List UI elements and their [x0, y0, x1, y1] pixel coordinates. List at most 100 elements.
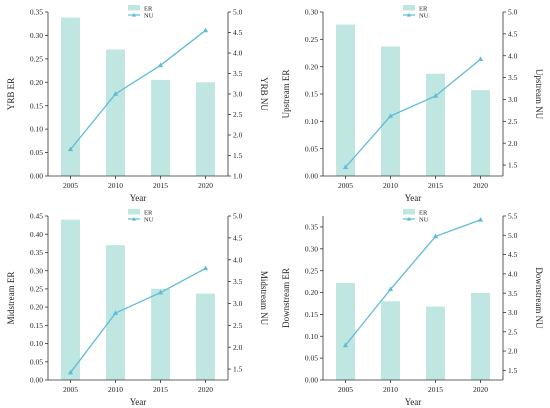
legend-er-label: ER: [419, 210, 428, 217]
left-tick-label: 0.30: [30, 31, 43, 40]
nu-point: [202, 27, 209, 33]
nu-point: [432, 233, 439, 239]
x-tick-label: 2010: [383, 385, 398, 394]
left-axis-title: Upstream ER: [281, 70, 291, 119]
left-tick-label: 0.00: [305, 172, 318, 181]
left-tick-label: 0.05: [305, 354, 318, 363]
left-tick-label: 0.35: [30, 248, 43, 257]
x-tick-label: 2010: [108, 181, 123, 190]
legend-er-label: ER: [419, 6, 428, 13]
right-axis-title: YRB NU: [259, 77, 269, 111]
er-bar: [381, 46, 400, 176]
x-tick-label: 2015: [428, 385, 443, 394]
right-tick-label: 4.0: [233, 49, 243, 58]
er-bar: [151, 79, 170, 176]
right-tick-label: 2.0: [233, 343, 243, 352]
right-tick-label: 2.5: [508, 327, 518, 336]
legend-nu-label: NU: [144, 13, 154, 20]
left-tick-label: 0.30: [305, 8, 318, 17]
left-tick-label: 0.00: [305, 376, 318, 385]
chart-upstream: 0.00 0.05 0.10 0.15 0.20 0.25 0.30 1.5 2.0 2.5 3.0…: [281, 5, 544, 203]
nu-point: [387, 113, 394, 118]
nu-point: [157, 289, 164, 295]
chart-yrb: 0.00 0.05 0.10 0.15 0.20 0.25 0.30 0.35 1.0 1.5 2.…: [6, 5, 269, 203]
right-tick-label: 3.5: [233, 277, 243, 286]
x-axis-title: Year: [405, 397, 422, 407]
x-tick-label: 2005: [338, 385, 353, 394]
x-tick-label: 2005: [63, 181, 78, 190]
er-bar: [381, 301, 400, 380]
left-tick-label: 0.20: [305, 62, 318, 71]
nu-line: [344, 219, 481, 346]
right-tick-label: 2.5: [508, 117, 518, 126]
x-axis-title: Year: [130, 193, 147, 203]
er-bar: [471, 90, 490, 176]
right-tick-label: 3.0: [508, 95, 518, 104]
right-tick-label: 2.5: [233, 321, 243, 330]
er-bar: [336, 24, 355, 176]
right-axis-title: Downstream NU: [534, 267, 544, 329]
x-tick-label: 2020: [473, 385, 488, 394]
er-bar: [106, 49, 125, 176]
nu-line: [69, 29, 206, 150]
er-bar: [61, 219, 80, 380]
right-tick-label: 4.5: [233, 233, 243, 242]
left-tick-label: 0.05: [30, 357, 43, 366]
right-tick-label: 1.0: [233, 172, 243, 181]
right-tick-label: 4.5: [233, 28, 243, 37]
er-bar: [151, 288, 170, 380]
left-tick-label: 0.20: [30, 78, 43, 87]
x-tick-label: 2010: [383, 181, 398, 190]
left-tick-label: 0.05: [30, 148, 43, 157]
x-tick-label: 2020: [473, 181, 488, 190]
left-tick-label: 0.25: [30, 54, 43, 63]
right-tick-label: 2.0: [508, 139, 518, 148]
x-axis-title: Year: [130, 397, 147, 407]
nu-point: [112, 91, 119, 96]
left-tick-label: 0.45: [30, 212, 43, 221]
er-bar: [336, 282, 355, 380]
right-tick-label: 4.5: [508, 29, 518, 38]
left-tick-label: 0.35: [305, 223, 318, 232]
right-tick-label: 1.5: [233, 151, 243, 160]
legend-er-swatch: [403, 209, 415, 215]
chart-downstream: 0.00 0.05 0.10 0.15 0.20 0.25 0.30 0.35 1.5 2.0 2.…: [281, 209, 544, 407]
right-tick-label: 2.0: [233, 131, 243, 140]
x-tick-label: 2005: [63, 385, 78, 394]
left-tick-label: 0.15: [305, 310, 318, 319]
left-tick-label: 0.10: [305, 117, 318, 126]
left-tick-label: 0.40: [30, 230, 43, 239]
left-tick-label: 0.20: [305, 288, 318, 297]
er-bar: [196, 82, 215, 176]
nu-point: [387, 286, 394, 292]
right-tick-label: 3.0: [508, 308, 518, 317]
legend-nu-marker: [407, 12, 411, 17]
right-tick-label: 5.0: [508, 231, 518, 240]
x-tick-label: 2020: [198, 385, 213, 394]
legend-er-label: ER: [144, 6, 153, 13]
left-axis-title: Downstream ER: [281, 268, 291, 328]
x-tick-label: 2015: [153, 181, 168, 190]
chart-midstream: 0.00 0.05 0.10 0.15 0.20 0.25 0.30 0.35 0.40 0.45…: [6, 209, 269, 407]
right-tick-label: 2.5: [233, 110, 243, 119]
legend-er-swatch: [128, 5, 140, 11]
legend-nu-label: NU: [419, 13, 429, 20]
left-tick-label: 0.10: [305, 332, 318, 341]
right-axis-title: Midstream NU: [259, 271, 269, 326]
legend-nu-marker: [132, 12, 136, 17]
left-tick-label: 0.25: [305, 35, 318, 44]
right-tick-label: 1.5: [508, 366, 518, 375]
left-tick-label: 0.30: [305, 244, 318, 253]
right-tick-label: 5.0: [508, 8, 518, 17]
x-tick-label: 2020: [198, 181, 213, 190]
right-tick-label: 3.5: [508, 289, 518, 298]
legend-nu-marker: [132, 216, 136, 221]
nu-point: [342, 164, 349, 170]
left-tick-label: 0.10: [30, 125, 43, 134]
right-tick-label: 3.5: [508, 73, 518, 82]
right-tick-label: 3.0: [233, 299, 243, 308]
nu-point: [112, 310, 119, 315]
nu-point: [157, 62, 164, 68]
left-axis-title: Midstream ER: [6, 272, 16, 325]
